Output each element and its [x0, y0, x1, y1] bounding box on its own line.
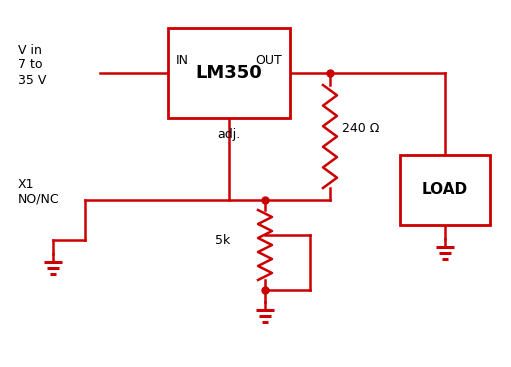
Text: OUT: OUT	[256, 54, 282, 67]
Text: X1
NO/NC: X1 NO/NC	[18, 178, 60, 206]
Text: LOAD: LOAD	[422, 182, 468, 197]
Text: IN: IN	[176, 54, 189, 67]
Text: adj.: adj.	[217, 128, 241, 141]
Bar	[400, 155, 490, 225]
Text: 240 Ω: 240 Ω	[342, 122, 379, 135]
Text: LM350: LM350	[196, 64, 262, 82]
Text: 5k: 5k	[215, 233, 230, 247]
Bar	[168, 28, 290, 118]
Text: V in
7 to
35 V: V in 7 to 35 V	[18, 44, 47, 87]
